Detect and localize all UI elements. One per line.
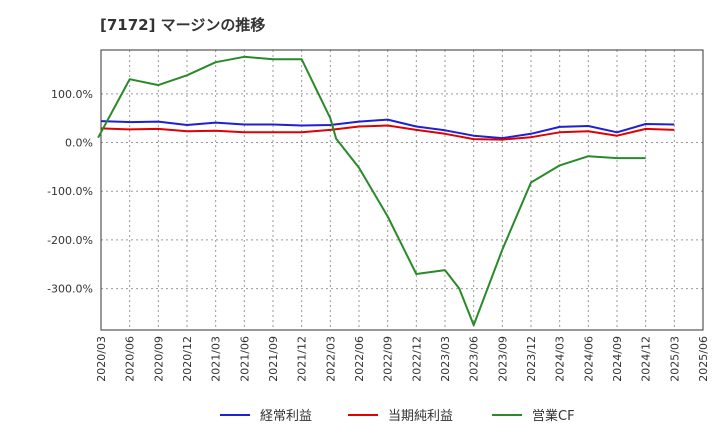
x-tick-label: 2021/09 <box>267 336 280 382</box>
x-tick-label: 2024/09 <box>611 336 624 382</box>
x-tick-label: 2020/06 <box>124 336 137 382</box>
x-tick-label: 2021/06 <box>238 336 251 382</box>
x-tick-label: 2025/03 <box>668 336 681 382</box>
x-tick-label: 2023/12 <box>525 336 538 382</box>
chart-title: [7172] マージンの推移 <box>100 16 266 34</box>
series-line-当期純利益 <box>100 124 675 141</box>
x-tick-label: 2025/06 <box>697 336 710 382</box>
x-tick-label: 2023/06 <box>468 336 481 382</box>
series-line-営業CF <box>97 55 646 327</box>
x-tick-label: 2022/12 <box>410 336 423 382</box>
x-tick-label: 2020/12 <box>181 336 194 382</box>
x-tick-label: 2022/03 <box>324 336 337 382</box>
x-tick-label: 2024/06 <box>582 336 595 382</box>
x-tick-label: 2023/09 <box>496 336 509 382</box>
y-tick-label: -100.0% <box>47 185 93 198</box>
x-tick-label: 2021/12 <box>296 336 309 382</box>
y-tick-label: 100.0% <box>51 88 93 101</box>
legend-label: 経常利益 <box>260 409 312 424</box>
y-tick-label: -200.0% <box>47 234 93 247</box>
x-tick-label: 2021/03 <box>210 336 223 382</box>
x-tick-label: 2023/03 <box>439 336 452 382</box>
x-tick-label: 2022/09 <box>382 336 395 382</box>
x-tick-label: 2022/06 <box>353 336 366 382</box>
x-tick-label: 2020/09 <box>152 336 165 382</box>
legend-label: 営業CF <box>532 408 575 424</box>
legend-label: 当期純利益 <box>388 409 453 424</box>
series-line-経常利益 <box>100 118 675 140</box>
x-tick-label: 2024/03 <box>554 336 567 382</box>
y-tick-label: 0.0% <box>65 137 93 150</box>
x-tick-label: 2020/03 <box>95 336 108 382</box>
x-tick-label: 2024/12 <box>640 336 653 382</box>
plot-area-frame <box>100 49 704 331</box>
y-tick-label: -300.0% <box>47 283 93 296</box>
